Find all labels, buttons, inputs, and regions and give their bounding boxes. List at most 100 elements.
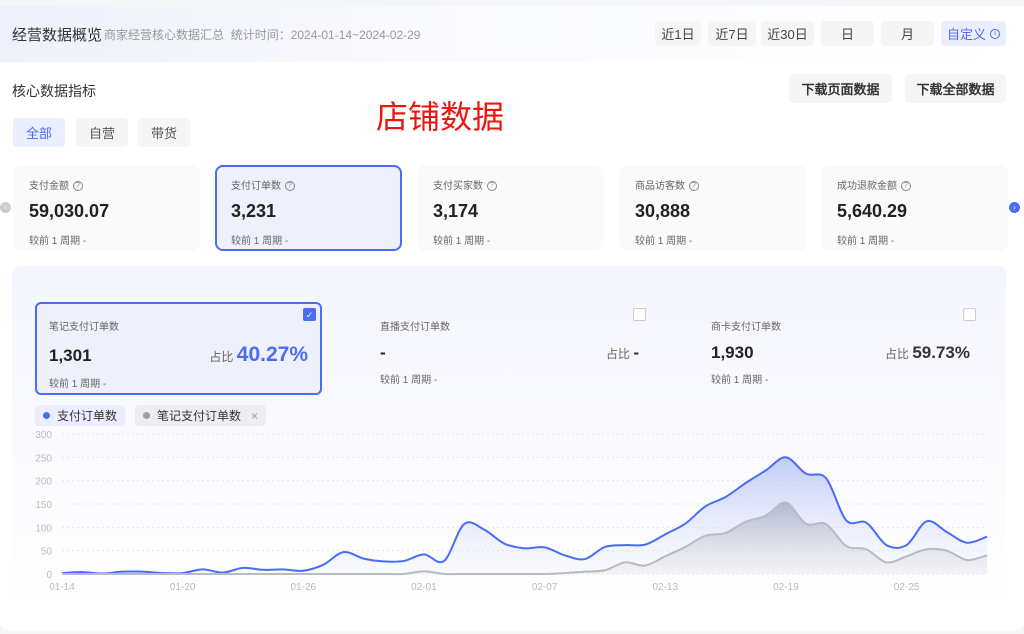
compare-label: 较前 1 周期 bbox=[837, 236, 889, 247]
share-value: 59.73% bbox=[912, 343, 970, 362]
breakdown-value: 1,930 bbox=[711, 343, 754, 362]
metric-card[interactable]: 支付买家数? 3,174 较前 1 周期 - bbox=[417, 165, 604, 251]
legend-dot bbox=[43, 412, 50, 419]
compare-label: 较前 1 周期 bbox=[231, 236, 283, 247]
metric-label: 商品访客数? bbox=[635, 177, 790, 192]
metric-compare: 较前 1 周期 - bbox=[635, 232, 790, 247]
y-tick-label: 300 bbox=[35, 430, 52, 441]
metric-card[interactable]: 支付订单数? 3,231 较前 1 周期 - bbox=[215, 165, 402, 251]
range-7d-button[interactable]: 近7日 bbox=[708, 21, 756, 46]
page-subtitle: 商家经营核心数据汇总 统计时间：2024-01-14~2024-02-29 bbox=[104, 26, 420, 43]
breakdown-compare: 较前 1 周期 - bbox=[49, 375, 308, 390]
info-icon: i bbox=[990, 28, 1000, 39]
download-all-data-button[interactable]: 下载全部数据 bbox=[905, 74, 1006, 103]
help-icon[interactable]: ? bbox=[689, 181, 699, 192]
compare-label: 较前 1 周期 bbox=[49, 379, 101, 390]
compare-label: 较前 1 周期 bbox=[29, 236, 81, 247]
tab-self-operated[interactable]: 自营 bbox=[76, 118, 128, 147]
compare-delta: - bbox=[890, 236, 895, 247]
metric-value: 59,030.07 bbox=[29, 201, 110, 221]
metric-card[interactable]: 支付金额? 59,030.07 较前 1 周期 - bbox=[13, 165, 200, 251]
y-tick-label: 250 bbox=[35, 453, 52, 464]
share-label: 占比 bbox=[605, 347, 630, 361]
subtitle-text: 商家经营核心数据汇总 bbox=[104, 28, 225, 42]
compare-label: 较前 1 周期 bbox=[711, 375, 763, 386]
metric-label-text: 支付买家数 bbox=[433, 181, 483, 192]
legend-item-note-orders[interactable]: 笔记支付订单数 × bbox=[135, 405, 267, 426]
stat-time: 统计时间：2024-01-14~2024-02-29 bbox=[230, 28, 421, 42]
breakdown-label: 商卡支付订单数 bbox=[711, 322, 781, 333]
series-note-orders-area bbox=[62, 502, 987, 575]
compare-delta: - bbox=[486, 236, 491, 247]
metric-compare: 较前 1 周期 - bbox=[837, 232, 992, 247]
x-tick-label: 02-07 bbox=[532, 582, 558, 593]
metric-compare: 较前 1 周期 - bbox=[231, 232, 386, 247]
breakdown-share: 占比 - bbox=[606, 343, 639, 363]
breakdown-value: 1,301 bbox=[49, 346, 92, 365]
range-custom-button[interactable]: 自定义 i bbox=[941, 21, 1006, 46]
x-tick-label: 01-20 bbox=[170, 582, 196, 593]
compare-label: 较前 1 周期 bbox=[635, 236, 687, 247]
tab-all[interactable]: 全部 bbox=[13, 118, 65, 147]
breakdown-label: 笔记支付订单数 bbox=[49, 322, 119, 333]
y-tick-label: 50 bbox=[41, 547, 53, 558]
metric-label-text: 成功退款金额 bbox=[837, 181, 897, 192]
metric-label-text: 商品访客数 bbox=[635, 181, 685, 192]
x-tick-label: 02-25 bbox=[894, 582, 920, 593]
metric-label: 成功退款金额? bbox=[837, 177, 992, 192]
close-icon[interactable]: × bbox=[251, 408, 259, 423]
y-tick-label: 0 bbox=[46, 570, 52, 581]
prev-arrow-icon[interactable]: ‹ bbox=[0, 202, 11, 213]
metric-label: 支付金额? bbox=[29, 177, 184, 192]
help-icon[interactable]: ? bbox=[73, 181, 83, 192]
help-icon[interactable]: ? bbox=[901, 181, 911, 192]
metric-label: 支付买家数? bbox=[433, 177, 588, 192]
share-label: 占比 bbox=[884, 347, 909, 361]
compare-delta: - bbox=[82, 236, 87, 247]
legend-dot bbox=[143, 412, 150, 419]
metric-label-text: 支付金额 bbox=[29, 181, 69, 192]
metric-label: 支付订单数? bbox=[231, 177, 386, 192]
metric-card[interactable]: 商品访客数? 30,888 较前 1 周期 - bbox=[619, 165, 806, 251]
help-icon[interactable]: ? bbox=[285, 181, 295, 192]
download-page-data-button[interactable]: 下载页面数据 bbox=[789, 74, 892, 103]
page-title: 经营数据概览 bbox=[12, 27, 103, 44]
compare-delta: - bbox=[433, 375, 438, 386]
x-tick-label: 01-14 bbox=[49, 582, 75, 593]
metric-label-text: 支付订单数 bbox=[231, 181, 281, 192]
checkbox[interactable] bbox=[963, 308, 976, 321]
metric-card[interactable]: 成功退款金额? 5,640.29 较前 1 周期 - bbox=[821, 165, 1008, 251]
help-icon[interactable]: ? bbox=[487, 181, 497, 192]
legend-label: 笔记支付订单数 bbox=[157, 409, 242, 423]
breakdown-compare: 较前 1 周期 - bbox=[380, 371, 639, 386]
breakdown-share: 占比 59.73% bbox=[885, 343, 970, 363]
x-tick-label: 02-13 bbox=[652, 582, 678, 593]
next-arrow-icon[interactable]: › bbox=[1009, 202, 1020, 213]
range-30d-button[interactable]: 近30日 bbox=[761, 21, 814, 46]
range-month-button[interactable]: 月 bbox=[881, 21, 934, 46]
range-1d-button[interactable]: 近1日 bbox=[655, 21, 701, 46]
range-day-button[interactable]: 日 bbox=[821, 21, 874, 46]
breakdown-share: 占比 40.27% bbox=[209, 343, 308, 367]
breakdown-compare: 较前 1 周期 - bbox=[711, 371, 970, 386]
x-tick-label: 02-19 bbox=[773, 582, 799, 593]
legend-item-orders[interactable]: 支付订单数 bbox=[35, 405, 126, 426]
tab-affiliate[interactable]: 带货 bbox=[138, 118, 190, 147]
breakdown-card[interactable]: 商卡支付订单数 1,930 占比 59.73% 较前 1 周期 - bbox=[697, 302, 984, 395]
watermark-text: 店铺数据 bbox=[376, 99, 505, 135]
breakdown-card[interactable]: 直播支付订单数 - 占比 - 较前 1 周期 - bbox=[366, 302, 653, 395]
checkbox[interactable]: ✓ bbox=[303, 308, 316, 321]
custom-label: 自定义 bbox=[946, 27, 986, 42]
x-tick-label: 01-26 bbox=[291, 582, 317, 593]
breakdown-card[interactable]: 笔记支付订单数 1,301 占比 40.27% 较前 1 周期 - bbox=[35, 302, 322, 395]
compare-label: 较前 1 周期 bbox=[433, 236, 485, 247]
compare-delta: - bbox=[102, 379, 107, 390]
checkbox[interactable] bbox=[633, 308, 646, 321]
legend-label: 支付订单数 bbox=[57, 409, 118, 423]
metric-value: 5,640.29 bbox=[837, 201, 908, 221]
metric-value: 3,231 bbox=[231, 201, 277, 221]
share-label: 占比 bbox=[209, 350, 234, 364]
metric-value: 3,174 bbox=[433, 201, 479, 221]
x-tick-label: 02-01 bbox=[411, 582, 437, 593]
y-tick-label: 200 bbox=[35, 477, 52, 488]
